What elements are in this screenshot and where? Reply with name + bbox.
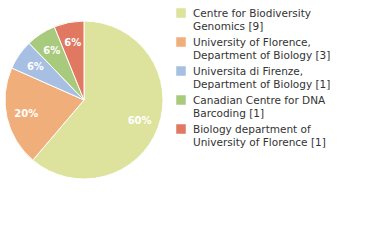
legend-swatch [176, 66, 186, 76]
chart-root: 60% 20% 6% 6% 6% Centre for BiodiversityGenom… [0, 0, 380, 240]
legend-label: Canadian Centre for DNABarcoding [1] [193, 94, 326, 119]
pie [5, 21, 163, 179]
data-label: 60% [128, 115, 152, 126]
legend-label: Biology department ofUniversity of Flore… [193, 123, 326, 148]
legend-swatch [176, 124, 186, 134]
legend-swatch [176, 95, 186, 105]
data-label: 6% [64, 37, 81, 48]
data-label: 6% [27, 61, 44, 72]
data-label: 6% [43, 45, 60, 56]
chart-svg: 60% 20% 6% 6% 6% Centre for BiodiversityGenom… [0, 0, 380, 240]
legend-label: University of Florence,Department of Bio… [193, 36, 330, 61]
pie-slice [54, 21, 84, 100]
data-labels: 60% 20% 6% 6% 6% [14, 37, 151, 127]
data-label: 20% [14, 108, 38, 119]
legend-swatch [176, 37, 186, 47]
legend-label: Centre for BiodiversityGenomics [9] [193, 7, 311, 32]
legend: Centre for BiodiversityGenomics [9] Unive… [176, 7, 330, 148]
legend-swatch [176, 8, 186, 18]
legend-label: Universita di Firenze,Department of Biol… [193, 65, 330, 90]
